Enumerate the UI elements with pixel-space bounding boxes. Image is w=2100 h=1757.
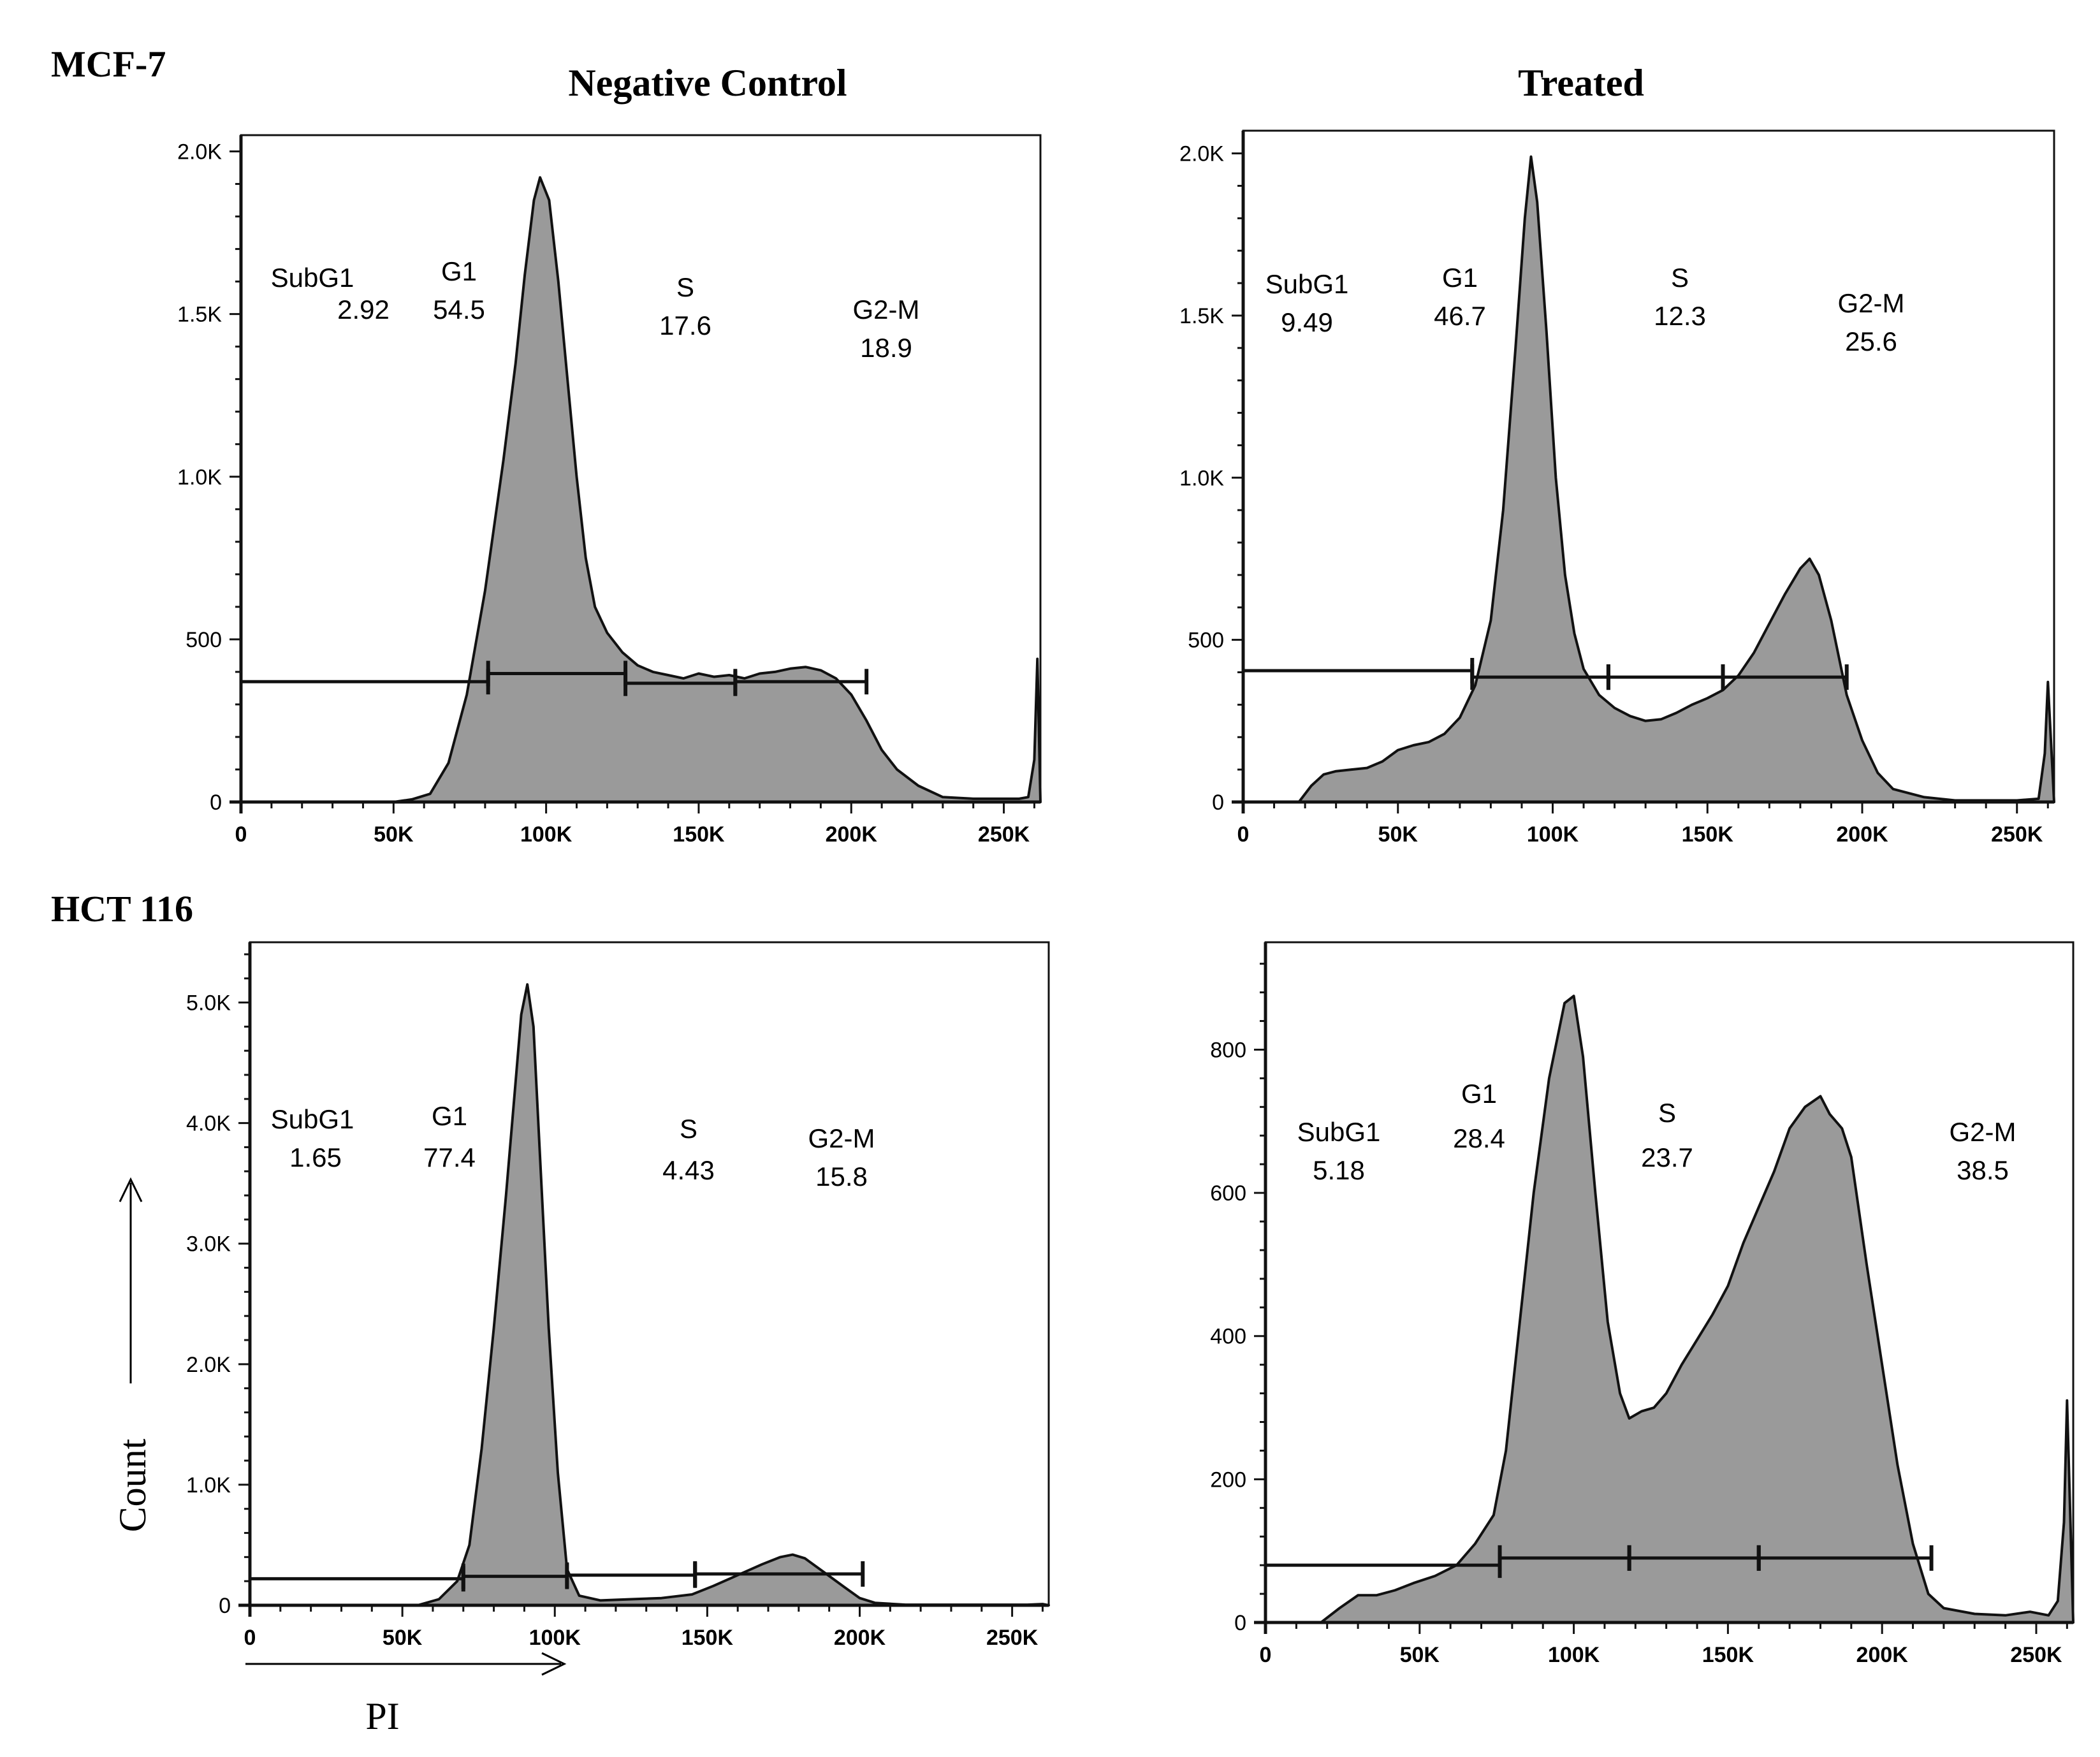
x-tick-label: 100K (1548, 1643, 1600, 1667)
histogram-area (1242, 155, 2055, 803)
y-tick-label: 0 (1234, 1611, 1246, 1635)
histogram-mcf7-treated: 0 500 1.0K 1.5K 2.0K 0 50K 100K 150K 200K 250K SubG… (1179, 129, 2055, 847)
gate-percent-label: 25.6 (1845, 326, 1897, 356)
x-tick-label: 0 (1237, 822, 1250, 847)
y-tick-label: 500 (1188, 629, 1224, 653)
x-tick-label: 0 (244, 1626, 256, 1650)
x-tick-label: 250K (978, 822, 1030, 847)
histogram-area (1264, 995, 2074, 1624)
x-axis-annotation: PI (245, 1652, 567, 1737)
histogram-mcf7-negative-control: 0 500 1.0K 1.5K 2.0K 0 50K 100K 150K 200K 250K SubG… (177, 134, 1042, 847)
y-tick-label: 0 (1212, 791, 1224, 815)
y-tick-label: 400 (1210, 1325, 1246, 1349)
gate-percent-label: 54.5 (433, 295, 485, 324)
y-tick-label: 4.0K (186, 1112, 231, 1136)
x-tick-label: 250K (986, 1626, 1039, 1650)
y-tick-label: 5.0K (186, 991, 231, 1016)
y-tick-label: 2.0K (186, 1353, 231, 1377)
x-tick-label: 150K (1682, 822, 1734, 847)
x-tick-label: 100K (520, 822, 572, 847)
x-tick-label: 200K (826, 822, 878, 847)
x-tick-label: 50K (383, 1626, 423, 1650)
y-axis-label: Count (112, 1438, 154, 1532)
x-axis-label: PI (365, 1695, 399, 1737)
y-tick-label: 2.0K (1179, 142, 1224, 166)
x-tick-label: 0 (1260, 1643, 1272, 1667)
y-axis-annotation: Count (112, 1177, 154, 1532)
histogram-hct116-negative-control: 0 1.0K 2.0K 3.0K 4.0K 5.0K 0 50K 100K 150K 200K 250… (186, 941, 1050, 1650)
plot-frame (249, 941, 1050, 1607)
x-tick-label: 100K (529, 1626, 581, 1650)
gate-percent-label: 9.49 (1281, 307, 1333, 337)
gate-percent-label: 38.5 (1957, 1155, 2009, 1185)
plot-frame (1242, 129, 2055, 803)
x-tick-label: 200K (1856, 1643, 1909, 1667)
gate-percent-label: 46.7 (1434, 301, 1486, 331)
gate-percent-label: 28.4 (1453, 1123, 1505, 1153)
y-axis-arrowhead (119, 1177, 143, 1202)
x-axis-arrowhead (541, 1652, 567, 1676)
gate-name-label: G2-M (1950, 1117, 2016, 1147)
y-tick-label: 500 (186, 628, 222, 652)
gate-name-label: G2-M (808, 1123, 875, 1153)
column-title-treated: Treated (1518, 62, 1644, 104)
gate-name-label: G2-M (853, 295, 920, 324)
x-tick-label: 250K (2010, 1643, 2062, 1667)
gate-name-label: G1 (1442, 263, 1478, 293)
gate-name-label: SubG1 (1265, 269, 1349, 299)
y-tick-label: 1.5K (177, 303, 222, 327)
gate-percent-label: 18.9 (860, 333, 912, 363)
y-tick-label: 0 (210, 791, 222, 815)
y-tick-label: 0 (219, 1594, 231, 1618)
gate-percent-label: 15.8 (815, 1162, 868, 1192)
gate-percent-label: 23.7 (1641, 1142, 1693, 1172)
x-tick-label: 250K (1991, 822, 2043, 847)
gate-percent-label: 5.18 (1313, 1155, 1365, 1185)
x-tick-label: 150K (673, 822, 725, 847)
column-title-negative-control: Negative Control (568, 62, 847, 104)
y-tick-label: 1.0K (1179, 466, 1224, 490)
gate-percent-label: 4.43 (662, 1155, 715, 1185)
gate-name-label: G1 (441, 256, 477, 286)
x-tick-label: 150K (1702, 1643, 1754, 1667)
x-tick-label: 150K (682, 1626, 734, 1650)
row-label-mcf7: MCF-7 (51, 43, 166, 85)
y-tick-label: 2.0K (177, 140, 222, 164)
gate-name-label: G1 (432, 1101, 467, 1131)
histogram-area (249, 983, 1050, 1607)
y-tick-label: 1.0K (177, 465, 222, 490)
y-tick-label: 1.0K (186, 1473, 231, 1498)
row-label-hct116: HCT 116 (51, 888, 193, 930)
gate-percent-label: 12.3 (1654, 301, 1706, 331)
gate-name-label: SubG1 (271, 1104, 354, 1134)
x-tick-label: 50K (1400, 1643, 1440, 1667)
gate-name-label: G2-M (1838, 288, 1905, 318)
gate-percent-label: 2.92 (337, 295, 390, 324)
x-tick-label: 50K (374, 822, 414, 847)
y-tick-label: 200 (1210, 1468, 1246, 1492)
histogram-hct116-treated: 0 200 400 600 800 0 50K 100K 150K 200K 250K SubG1 5.… (1210, 941, 2074, 1667)
y-tick-label: 600 (1210, 1181, 1246, 1206)
y-tick-label: 800 (1210, 1038, 1246, 1062)
x-tick-label: 100K (1527, 822, 1579, 847)
gate-percent-label: 1.65 (289, 1142, 342, 1172)
gate-name-label: S (1658, 1098, 1676, 1128)
x-tick-label: 0 (235, 822, 247, 847)
x-tick-label: 50K (1378, 822, 1418, 847)
gate-name-label: SubG1 (271, 263, 354, 293)
gate-name-label: SubG1 (1297, 1117, 1381, 1147)
gate-name-label: S (676, 272, 694, 302)
gate-name-label: G1 (1461, 1079, 1497, 1109)
gate-name-label: S (680, 1114, 697, 1144)
gate-name-label: S (1671, 263, 1689, 293)
y-tick-label: 1.5K (1179, 304, 1224, 328)
x-tick-label: 200K (1836, 822, 1888, 847)
histogram-area (240, 176, 1042, 803)
gate-percent-label: 17.6 (659, 310, 711, 340)
gate-percent-label: 77.4 (423, 1142, 476, 1172)
x-tick-label: 200K (834, 1626, 886, 1650)
y-tick-label: 3.0K (186, 1232, 231, 1257)
